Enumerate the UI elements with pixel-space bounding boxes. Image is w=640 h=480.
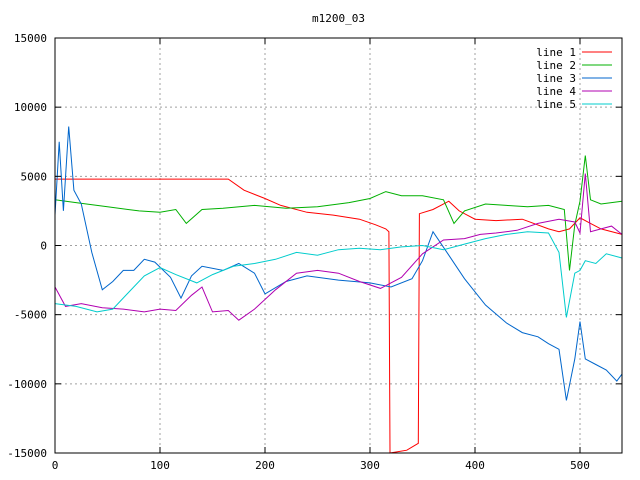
series-line-4 <box>54 173 623 321</box>
series-line-1 <box>55 178 623 454</box>
chart-title: m1200_03 <box>312 12 365 25</box>
series-group <box>54 126 623 454</box>
y-tick-label: 0 <box>40 240 47 253</box>
grid <box>55 38 622 453</box>
x-tick-label: 400 <box>465 459 485 472</box>
x-tick-label: 0 <box>52 459 59 472</box>
x-tick-label: 200 <box>255 459 275 472</box>
tick-labels: 0 100 200 300 400 500 -15000 -10000 -5000 0 5000 10… <box>7 32 590 472</box>
y-tick-label: 15000 <box>14 32 47 45</box>
legend-label: line 4 <box>536 85 576 98</box>
legend-label: line 3 <box>536 72 576 85</box>
y-tick-label: -15000 <box>7 447 47 460</box>
y-tick-label: -10000 <box>7 378 47 391</box>
tick-marks <box>54 37 622 454</box>
series-line-5 <box>54 231 623 318</box>
legend-label: line 1 <box>536 46 576 59</box>
y-tick-label: 5000 <box>21 170 48 183</box>
x-tick-label: 500 <box>570 459 590 472</box>
y-tick-label: -5000 <box>14 309 47 322</box>
series-line-3 <box>54 126 623 401</box>
legend-label: line 2 <box>536 59 576 72</box>
x-tick-label: 100 <box>150 459 170 472</box>
legend-label: line 5 <box>536 98 576 111</box>
y-tick-label: 10000 <box>14 101 47 114</box>
x-tick-label: 300 <box>360 459 380 472</box>
series-line-2 <box>54 155 623 271</box>
